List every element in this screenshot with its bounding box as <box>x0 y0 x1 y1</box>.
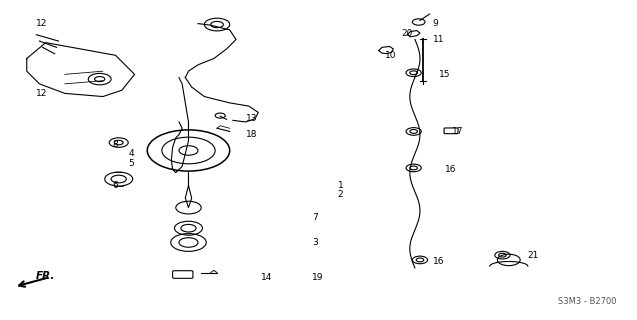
Text: 16: 16 <box>433 257 444 266</box>
Text: 12: 12 <box>36 19 48 28</box>
Text: 14: 14 <box>261 273 273 282</box>
Text: 9: 9 <box>433 19 438 28</box>
Text: 2: 2 <box>338 190 343 199</box>
Text: 5: 5 <box>128 159 134 168</box>
Text: 19: 19 <box>312 273 324 282</box>
Text: 17: 17 <box>452 127 463 136</box>
Text: 1: 1 <box>338 181 343 190</box>
Text: 8: 8 <box>112 140 118 148</box>
Text: 6: 6 <box>112 181 118 190</box>
Text: 7: 7 <box>312 212 318 222</box>
Text: 10: 10 <box>385 51 397 60</box>
Text: 18: 18 <box>246 130 257 139</box>
Text: 20: 20 <box>401 28 412 38</box>
Text: 11: 11 <box>433 35 444 44</box>
Text: 12: 12 <box>36 89 48 98</box>
Text: 3: 3 <box>312 238 318 247</box>
Text: 15: 15 <box>439 70 450 79</box>
Text: S3M3 - B2700: S3M3 - B2700 <box>558 297 617 306</box>
Text: FR.: FR. <box>36 271 55 281</box>
Text: 21: 21 <box>528 251 539 260</box>
Text: 4: 4 <box>128 149 134 158</box>
Text: 13: 13 <box>246 114 257 123</box>
Text: 16: 16 <box>445 165 457 174</box>
